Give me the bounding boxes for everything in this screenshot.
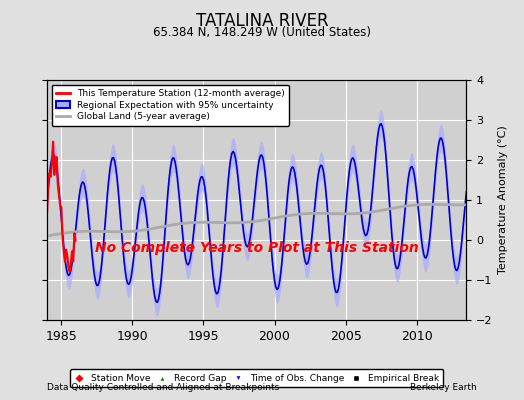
Text: Berkeley Earth: Berkeley Earth bbox=[410, 383, 477, 392]
Text: Data Quality Controlled and Aligned at Breakpoints: Data Quality Controlled and Aligned at B… bbox=[47, 383, 279, 392]
Y-axis label: Temperature Anomaly (°C): Temperature Anomaly (°C) bbox=[498, 126, 508, 274]
Text: No Complete Years to Plot at This Station: No Complete Years to Plot at This Statio… bbox=[95, 241, 419, 255]
Text: 65.384 N, 148.249 W (United States): 65.384 N, 148.249 W (United States) bbox=[153, 26, 371, 39]
Legend: Station Move, Record Gap, Time of Obs. Change, Empirical Break: Station Move, Record Gap, Time of Obs. C… bbox=[70, 370, 443, 388]
Text: TATALINA RIVER: TATALINA RIVER bbox=[195, 12, 329, 30]
